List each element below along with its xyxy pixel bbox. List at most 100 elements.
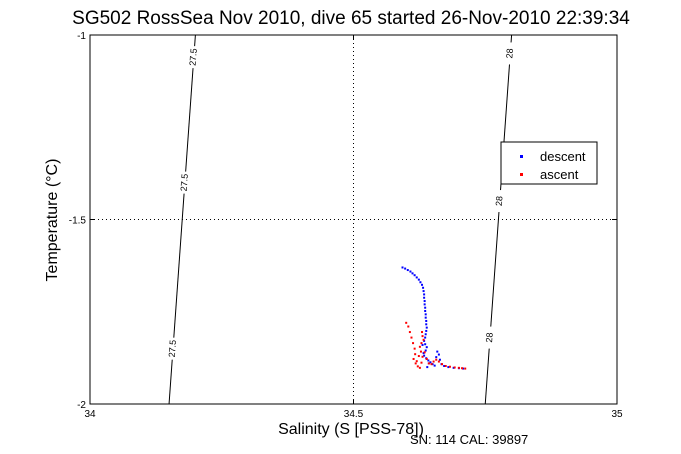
descent-point (425, 319, 428, 322)
descent-point (424, 336, 427, 339)
descent-point (425, 329, 428, 332)
isopycnal-label-bg (505, 42, 516, 65)
legend-marker-descent (520, 155, 523, 158)
isopycnal-label-bg (168, 337, 179, 360)
ascent-point (421, 335, 424, 338)
ascent-point (441, 363, 444, 366)
isopycnal-label-bg (484, 326, 495, 349)
descent-point (413, 274, 416, 277)
y-tick-label: -2 (77, 400, 86, 411)
descent-point (419, 281, 422, 284)
descent-point (422, 290, 425, 293)
y-axis-label: Temperature (°C) (44, 159, 61, 282)
descent-point (431, 363, 434, 366)
descent-point (423, 300, 426, 303)
ascent-point (422, 338, 425, 341)
ascent-point (420, 361, 423, 364)
ascent-point (412, 342, 415, 345)
descent-point (433, 364, 436, 367)
descent-point (423, 293, 426, 296)
isopycnal-label: 27.5 (167, 340, 178, 358)
isopycnal-label: 27.5 (188, 48, 199, 66)
descent-point (452, 366, 455, 369)
descent-point (421, 283, 424, 286)
isopycnal-label: 28 (504, 48, 515, 59)
descent-point (436, 350, 439, 353)
ascent-point (432, 360, 435, 363)
ascent-point (413, 347, 416, 350)
legend-box (500, 141, 598, 185)
ascent-point (420, 342, 423, 345)
descent-point (424, 306, 427, 309)
descent-series (401, 266, 465, 370)
descent-point (424, 313, 427, 316)
descent-point (424, 333, 427, 336)
ascent-point (444, 364, 447, 367)
ascent-point (448, 365, 451, 368)
ascent-point (430, 363, 433, 366)
legend-label-descent: descent (540, 149, 586, 164)
descent-point (424, 349, 427, 352)
ascent-point (412, 357, 415, 360)
descent-point (422, 286, 425, 289)
serial-calibration-note: SN: 114 CAL: 39897 (410, 432, 528, 447)
ascent-point (415, 360, 418, 363)
ascent-point (407, 325, 410, 328)
descent-point (443, 364, 446, 367)
descent-point (424, 310, 427, 313)
descent-point (423, 339, 426, 342)
isopycnal-label-bg (188, 46, 199, 69)
isopycnal-label: 28 (494, 196, 505, 207)
descent-point (415, 276, 418, 279)
ascent-point (457, 366, 460, 369)
ascent-point (419, 350, 422, 353)
y-tick-label: -1 (77, 31, 86, 42)
ascent-point (423, 351, 426, 354)
descent-point (404, 267, 407, 270)
ascent-point (410, 336, 413, 339)
ascent-point (418, 345, 421, 348)
x-axis-ticks: 34 34.5 35 (84, 35, 623, 420)
ascent-point (416, 365, 419, 368)
ascent-point (464, 367, 467, 370)
ascent-point (414, 353, 417, 356)
chart-title: SG502 RossSea Nov 2010, dive 65 started … (72, 8, 630, 29)
isopycnal-line (484, 34, 513, 405)
ascent-point (418, 366, 421, 369)
descent-point (422, 352, 425, 355)
descent-point (437, 353, 440, 356)
y-axis-ticks: -2 -1.5 -1 (69, 31, 617, 411)
isopycnal-label: 27.5 (179, 173, 190, 191)
descent-point (423, 303, 426, 306)
isopycnal-label: 28 (484, 332, 495, 343)
descent-point (423, 354, 426, 357)
isopycnal-label-bg (179, 171, 190, 194)
descent-point (401, 266, 404, 269)
ascent-point (421, 355, 424, 358)
x-tick-label: 35 (611, 409, 623, 420)
descent-point (423, 296, 426, 299)
ascent-point (453, 366, 456, 369)
descent-point (426, 366, 429, 369)
descent-point (427, 359, 430, 362)
ascent-point (408, 331, 411, 334)
ascent-point (461, 367, 464, 370)
descent-point (425, 346, 428, 349)
y-tick-label: -1.5 (69, 216, 87, 227)
descent-point (424, 316, 427, 319)
isopycnal-contours: 27.5 27.5 27.5 28 28 28 (167, 34, 516, 405)
ascent-series (405, 321, 467, 370)
ascent-point (417, 355, 420, 358)
x-tick-label: 34 (84, 409, 96, 420)
grid-lines (90, 35, 617, 404)
x-tick-label: 34.5 (344, 409, 364, 420)
legend-marker-ascent (520, 173, 523, 176)
descent-point (409, 270, 412, 273)
descent-point (411, 272, 414, 275)
descent-point (421, 343, 424, 346)
legend: descent ascent (500, 141, 598, 185)
descent-point (424, 343, 427, 346)
ascent-point (435, 358, 438, 361)
ascent-point (414, 362, 417, 365)
